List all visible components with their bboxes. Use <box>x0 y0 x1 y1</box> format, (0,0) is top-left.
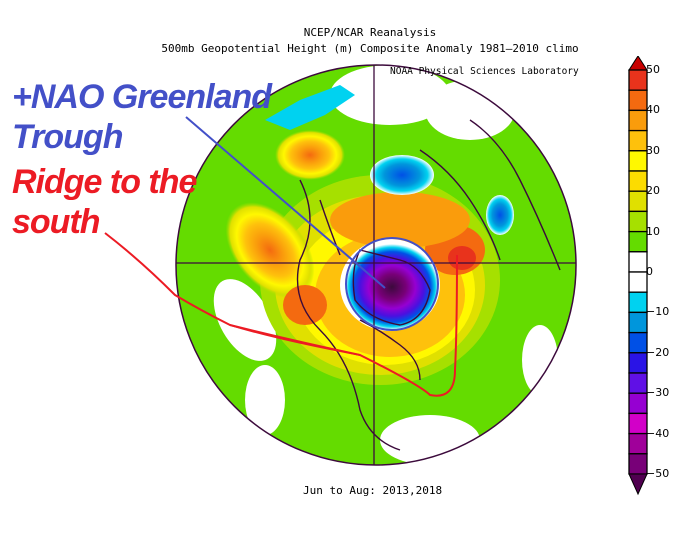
annotation-nao-trough-line2: Trough <box>12 118 123 156</box>
colorbar-tick-label: 50 <box>646 63 660 76</box>
colorbar-cell <box>628 271 648 293</box>
credit-label: NOAA Physical Sciences Laboratory <box>390 66 579 77</box>
colorbar-tick-label: −10 <box>646 305 670 319</box>
colorbar-tick-label: −30 <box>646 386 670 400</box>
colorbar-cell <box>628 352 648 374</box>
annotation-ridge-line1: Ridge to the <box>12 163 197 201</box>
map-border <box>175 64 577 466</box>
annotation-ridge-line2: south <box>12 203 101 241</box>
colorbar-cell <box>628 331 648 354</box>
chart-subtitle: 500mb Geopotential Height (m) Composite … <box>161 42 579 55</box>
colorbar-over-arrow <box>628 56 648 71</box>
trough-circle <box>345 237 439 331</box>
colorbar-tick-label: 10 <box>646 224 660 238</box>
colorbar-cell <box>628 412 648 435</box>
trough-pointer-line <box>185 116 386 289</box>
colorbar-tick-label: 30 <box>646 143 660 157</box>
colorbar-tick-label: 0 <box>646 265 653 278</box>
colorbar-cell <box>628 372 648 394</box>
chart-title: NCEP/NCAR Reanalysis <box>303 26 437 39</box>
annotation-nao-trough-line1: +NAO Greenland <box>12 78 272 116</box>
colorbar-cell <box>628 210 648 233</box>
period-label: Jun to Aug: 2013,2018 <box>303 484 443 497</box>
colorbar-under-arrow <box>628 473 648 496</box>
coastlines <box>296 119 561 451</box>
colorbar-cell <box>628 69 648 91</box>
anomaly-field <box>176 65 576 465</box>
colorbar-cell <box>628 150 648 172</box>
colorbar-cell <box>628 109 648 132</box>
colorbar-cell <box>628 230 648 253</box>
colorbar-cell <box>628 190 648 213</box>
colorbar-cell <box>628 170 648 192</box>
colorbar-cell <box>628 291 648 314</box>
colorbar-cell <box>628 432 648 455</box>
colorbar-cell <box>628 251 648 273</box>
ridge-pointer-line <box>229 324 361 356</box>
colorbar-tick-label: 20 <box>646 184 660 198</box>
colorbar-tick-label: −20 <box>646 345 670 359</box>
colorbar-tick-label: −50 <box>646 467 670 480</box>
colorbar-cell <box>628 311 648 334</box>
colorbar-cell <box>628 392 648 415</box>
colorbar <box>628 56 648 496</box>
colorbar-cell <box>628 129 648 152</box>
colorbar-tick-label: 40 <box>646 103 660 117</box>
colorbar-cell <box>628 89 648 112</box>
colorbar-cell <box>628 453 648 475</box>
negative-anomaly-patch <box>265 85 355 130</box>
colorbar-tick-label: −40 <box>646 426 670 440</box>
